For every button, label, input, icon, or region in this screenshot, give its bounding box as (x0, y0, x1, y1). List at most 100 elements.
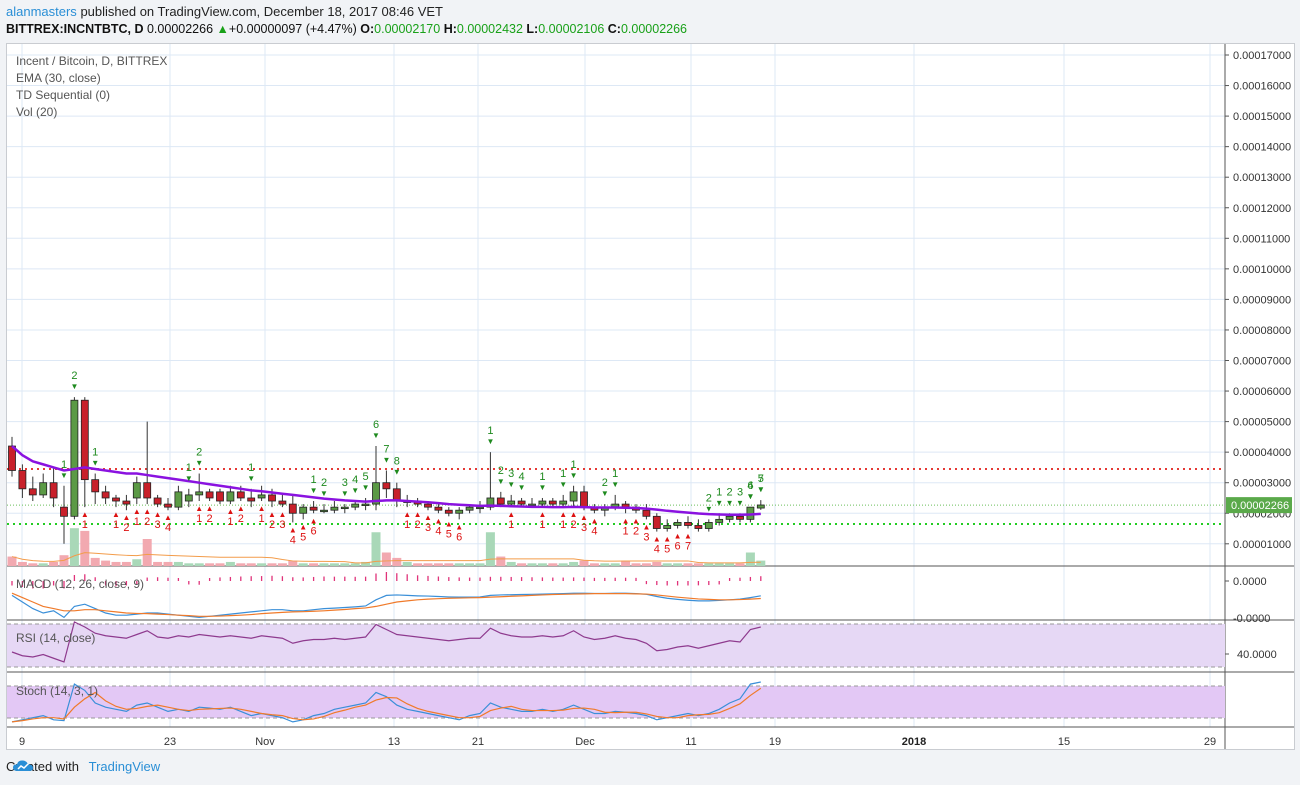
td-count-up: 1 (560, 468, 566, 480)
td-arrow-down-icon: ▼ (320, 489, 328, 498)
candle-body (694, 525, 703, 529)
price-axis-label: 0.00013000 (1233, 172, 1291, 184)
candle (28, 476, 37, 502)
chart-canvas[interactable]: 0.00017000 0.00016000 0.00015000 0.00014000… (7, 44, 1294, 749)
candle-body (60, 506, 68, 517)
candle-body (361, 503, 370, 506)
candle (70, 397, 79, 520)
candle (112, 494, 120, 508)
candle-body (174, 491, 183, 508)
candle-body (164, 503, 172, 508)
volume-bar (319, 563, 329, 566)
td-arrow-down-icon: ▼ (570, 471, 578, 480)
candle (663, 519, 672, 532)
td-count-up: 1 (716, 486, 722, 498)
volume-bar (433, 563, 443, 566)
author-link[interactable]: alanmasters (6, 4, 77, 19)
legend-title: Incent / Bitcoin, D, BITTREX (16, 54, 167, 68)
price-axis-label: 0.00009000 (1233, 294, 1291, 306)
volume-bar (631, 563, 641, 566)
legend-ema: EMA (30, close) (16, 71, 101, 85)
td-arrow-down-icon: ▼ (351, 486, 359, 495)
candle (132, 476, 141, 505)
chart-container[interactable]: 0.00017000 0.00016000 0.00015000 0.00014000… (6, 43, 1295, 750)
volume-bar (756, 560, 766, 566)
candle (18, 464, 27, 498)
time-axis-label: 19 (769, 736, 781, 748)
td-arrow-up-icon: ▲ (622, 516, 630, 525)
candle (340, 504, 349, 514)
td-arrow-up-icon: ▲ (674, 532, 682, 541)
candle-body (288, 503, 297, 514)
low-label: L: (526, 22, 539, 36)
td-arrow-down-icon: ▼ (611, 480, 619, 489)
candle-body (101, 491, 110, 499)
volume-bar (745, 552, 755, 566)
td-arrow-up-icon: ▲ (590, 516, 598, 525)
td-count-up: 1 (186, 462, 192, 474)
candle (704, 519, 713, 532)
candle-body (216, 491, 224, 502)
td-count-down: 1 (259, 513, 265, 525)
volume-bar (111, 561, 121, 566)
td-arrow-down-icon: ▼ (247, 474, 255, 483)
time-axis: 9 23 Nov 13 21 Dec 11 19 2018 15 29 (19, 736, 1216, 748)
candle (309, 501, 318, 514)
rsi-axis-label: 40.0000 (1237, 649, 1277, 661)
td-count-up: 6 (373, 419, 379, 431)
candle-body (309, 506, 318, 511)
last-price: 0.00002266 (146, 22, 214, 36)
volume-bar (236, 563, 246, 566)
td-arrow-up-icon: ▲ (289, 525, 297, 534)
td-count-down: 4 (290, 534, 296, 546)
stoch-k-line (11, 681, 761, 723)
td-arrow-up-icon: ▲ (684, 532, 692, 541)
tradingview-link[interactable]: TradingView (88, 759, 161, 774)
candle-body (372, 482, 380, 505)
candle-body (465, 506, 474, 511)
time-axis-label: 11 (685, 736, 696, 748)
candle (455, 507, 464, 520)
ema-line (11, 445, 761, 517)
td-count-up: 4 (747, 480, 753, 492)
td-count-down: 1 (560, 519, 566, 531)
td-arrow-down-icon: ▼ (757, 485, 765, 494)
volume-bar (465, 563, 475, 566)
volume-bar (361, 561, 371, 566)
candle (486, 452, 495, 511)
td-count-down: 3 (643, 531, 649, 543)
td-count-up: 1 (92, 447, 98, 459)
td-arrow-up-icon: ▲ (414, 510, 422, 519)
candle-body (184, 494, 193, 502)
price-axis-label: 0.00010000 (1233, 264, 1291, 276)
close-label: C: (607, 22, 621, 36)
candle (496, 491, 505, 508)
td-count-down: 2 (238, 513, 244, 525)
candle (247, 488, 256, 508)
price-axis-label: 0.00012000 (1233, 203, 1291, 215)
candle (8, 436, 16, 477)
volume-bar (288, 560, 298, 566)
candle (652, 513, 661, 532)
td-arrow-down-icon: ▼ (601, 489, 609, 498)
td-arrow-down-icon: ▼ (559, 480, 567, 489)
macd-axis-label: -0.0000 (1233, 613, 1270, 625)
td-arrow-up-icon: ▲ (237, 504, 245, 513)
td-arrow-down-icon: ▼ (757, 485, 765, 494)
high-label: H: (443, 22, 457, 36)
td-count-down: 1 (134, 516, 140, 528)
td-count-down: 1 (113, 519, 119, 531)
legend-td: TD Sequential (0) (16, 88, 110, 102)
td-count-down: 4 (435, 525, 441, 537)
volume-bar (184, 563, 194, 566)
candle (257, 485, 266, 502)
td-count-down: 4 (591, 525, 597, 537)
candle-body (663, 525, 672, 529)
candle (756, 500, 765, 510)
tradingview-logo-icon (13, 760, 33, 771)
volume-bar (163, 561, 173, 566)
candle (559, 494, 568, 508)
candle (600, 504, 609, 517)
candle-body (320, 509, 328, 513)
td-count-up: 1 (612, 468, 618, 480)
